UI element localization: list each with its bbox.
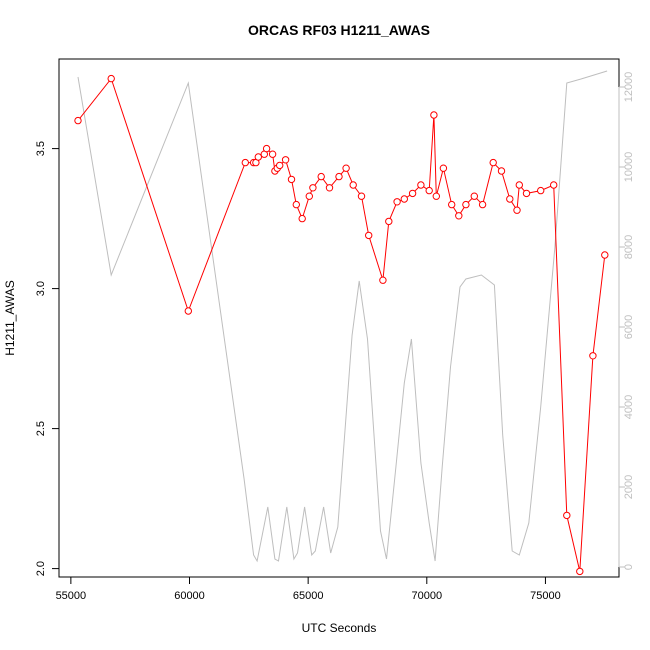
x-tick-label: 60000 [174, 590, 205, 602]
data-point [276, 161, 284, 170]
y2-tick-label: 10000 [623, 152, 635, 183]
data-point [417, 181, 425, 189]
series-layer [74, 70, 609, 576]
data-point [448, 200, 456, 209]
y-axis-label: H1211_AWAS [3, 280, 17, 356]
data-point [281, 156, 290, 164]
data-point [325, 184, 334, 192]
data-point [513, 206, 521, 214]
data-point [379, 276, 387, 284]
data-point [408, 189, 417, 198]
data-point [478, 200, 487, 209]
data-point [489, 158, 497, 167]
data-point [589, 352, 597, 360]
y-tick-label: 3.0 [35, 281, 47, 296]
x-tick-label: 55000 [56, 590, 87, 602]
data-point [317, 172, 325, 181]
y2-tick-label: 2000 [623, 475, 635, 499]
x-axis-label: UTC Seconds [302, 621, 377, 635]
x-tick-label: 70000 [411, 590, 442, 602]
data-point [462, 200, 470, 209]
x-axis: 55000 60000 65000 70000 75000 [56, 576, 561, 602]
data-point [349, 181, 357, 189]
y-tick-label: 2.5 [35, 421, 47, 436]
data-point [470, 192, 478, 200]
data-point [342, 164, 350, 172]
y-tick-label: 3.5 [35, 141, 47, 156]
y2-tick-label: 12000 [623, 72, 635, 103]
data-point [432, 192, 440, 200]
y2-tick-label: 6000 [623, 315, 635, 339]
data-point [184, 307, 193, 315]
data-point [515, 181, 523, 189]
data-point [357, 192, 366, 200]
data-point [439, 164, 448, 172]
data-point [497, 167, 506, 175]
y2-tick-label: 0 [623, 564, 635, 570]
data-point [292, 200, 300, 209]
data-point [576, 567, 584, 576]
data-point [268, 150, 277, 158]
x-tick-label: 75000 [530, 590, 561, 602]
data-point [425, 186, 433, 195]
data-point [385, 217, 393, 226]
data-point [74, 116, 82, 125]
data-point [305, 192, 313, 200]
y-axis-left: 2.0 2.5 3.0 3.5 [35, 141, 60, 576]
data-point [550, 181, 558, 189]
data-point [365, 231, 373, 240]
data-point [506, 195, 514, 203]
data-point [335, 172, 343, 181]
data-point [254, 153, 262, 161]
y2-tick-label: 8000 [623, 235, 635, 259]
data-point [601, 251, 609, 259]
data-point [393, 198, 401, 206]
y-tick-label: 2.0 [35, 561, 47, 576]
data-point [430, 111, 438, 119]
altitude-series-line [77, 70, 608, 563]
data-point [287, 175, 296, 184]
data-point [400, 195, 408, 203]
data-point [309, 184, 317, 192]
data-point [241, 158, 250, 167]
data-point [522, 189, 531, 198]
data-point [455, 212, 463, 220]
chart-title: ORCAS RF03 H1211_AWAS [248, 22, 430, 38]
x-tick-label: 65000 [293, 590, 324, 602]
data-point [107, 74, 115, 83]
data-point [563, 511, 571, 520]
y-axis-right: 0 2000 4000 6000 8000 10000 12000 [618, 72, 635, 570]
data-point [298, 214, 306, 223]
data-point [537, 186, 545, 195]
y2-tick-label: 4000 [623, 395, 635, 419]
data-point [262, 144, 271, 153]
